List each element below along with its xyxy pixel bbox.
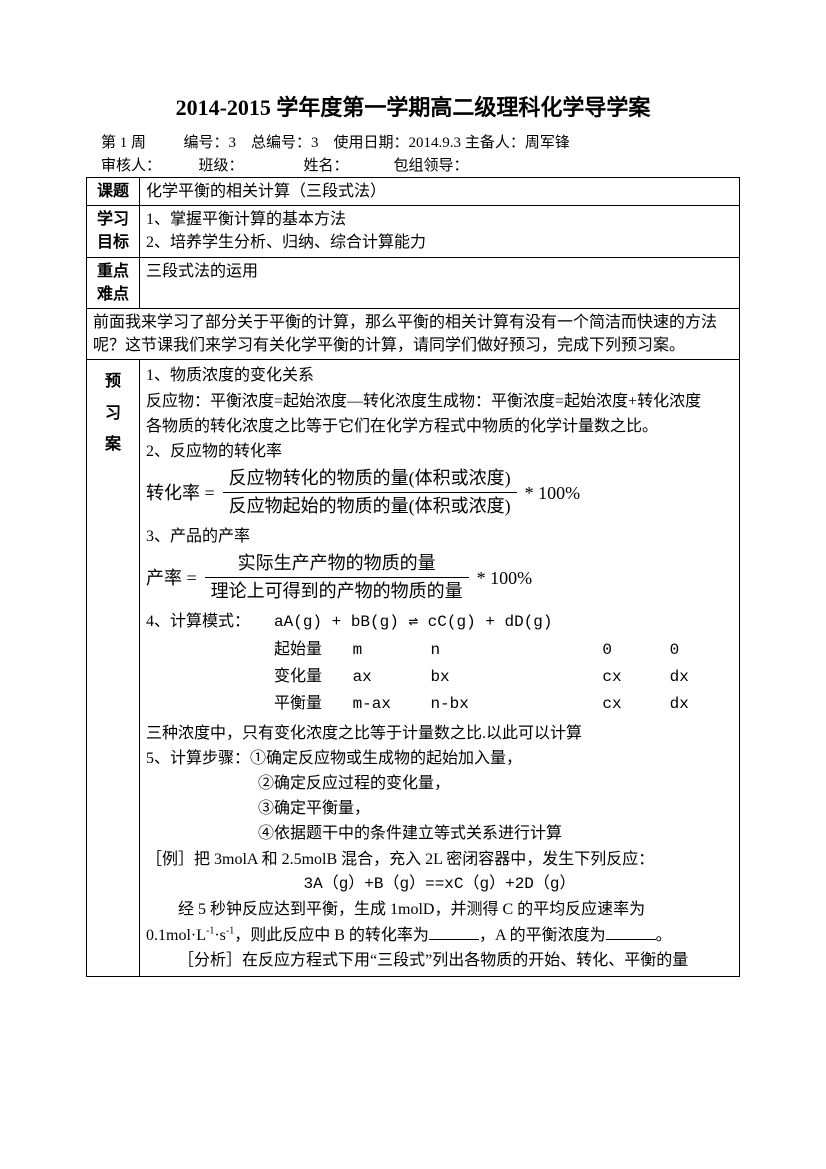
yield-fraction: 实际生产产物的物质的量 理论上可得到的产物的物质的量 — [205, 552, 469, 604]
value-point: 三段式法的运用 — [140, 257, 740, 308]
p5-b: ②确定反应过程的变化量， — [146, 772, 733, 795]
label-goal: 学习目标 — [87, 206, 140, 257]
row-point: 重点难点 三段式法的运用 — [87, 257, 740, 308]
p5-head: 5、计算步骤：①确定反应物或生成物的起始加入量， — [146, 747, 733, 770]
rxn-model: aA(g) + bB(g) ⇌ cC(g) + dD(g) — [274, 613, 552, 631]
label-preview: 预 习 案 — [87, 360, 140, 977]
p5-c: ③确定平衡量， — [146, 797, 733, 820]
three-line-model: 起始量 m n 0 0 变化量 ax bx cx dx — [146, 636, 733, 720]
value-goal: 1、掌握平衡计算的基本方法 2、培养学生分析、归纳、综合计算能力 — [140, 206, 740, 257]
row-eq: 平衡量 m-ax n-bx cx dx — [148, 692, 731, 717]
main-table: 课题 化学平衡的相关计算（三段式法） 学习目标 1、掌握平衡计算的基本方法 2、… — [86, 177, 740, 977]
yield-label: 产率 = — [146, 565, 197, 591]
doc-title: 2014-2015 学年度第一学期高二级理科化学导学案 — [86, 90, 740, 122]
example-rxn: 3A（g）+B（g）==xC（g）+2D（g） — [146, 873, 733, 896]
example-body2: 0.1mol·L-1·s-1，则此反应中 B 的转化率为，A 的平衡浓度为。 — [146, 923, 733, 947]
blank-a-conc — [606, 923, 656, 940]
p1-head: 1、物质浓度的变化关系 — [146, 364, 733, 387]
yield-tail: * 100% — [477, 565, 533, 591]
p3-head: 3、产品的产率 — [146, 525, 733, 548]
p2-head: 2、反应物的转化率 — [146, 440, 733, 463]
row-preview: 预 习 案 1、物质浓度的变化关系 反应物：平衡浓度=起始浓度—转化浓度生成物：… — [87, 360, 740, 977]
conversion-formula: 转化率 = 反应物转化的物质的量(体积或浓度) 反应物起始的物质的量(体积或浓度… — [146, 467, 733, 519]
yield-num: 实际生产产物的物质的量 — [205, 552, 469, 578]
value-topic: 化学平衡的相关计算（三段式法） — [140, 178, 740, 206]
row-goal: 学习目标 1、掌握平衡计算的基本方法 2、培养学生分析、归纳、综合计算能力 — [87, 206, 740, 257]
p5-d: ④依据题干中的条件建立等式关系进行计算 — [146, 822, 733, 845]
example-lead: ［例］把 3molA 和 2.5molB 混合，充入 2L 密闭容器中，发生下列… — [146, 848, 733, 871]
conv-tail: * 100% — [525, 480, 581, 506]
meta-line-1: 第 1 周 编号：3 总编号：3 使用日期：2014.9.3 主备人：周军锋 — [86, 132, 740, 155]
meta-line-2: 审核人： 班级： 姓名： 包组领导： — [86, 155, 740, 178]
conv-num: 反应物转化的物质的量(体积或浓度) — [223, 467, 517, 493]
example-body1: 经 5 秒钟反应达到平衡，生成 1molD，并测得 C 的平均反应速率为 — [146, 898, 733, 921]
p1-b: 各物质的转化浓度之比等于它们在化学方程式中物质的化学计量数之比。 — [146, 415, 733, 438]
row-topic: 课题 化学平衡的相关计算（三段式法） — [87, 178, 740, 206]
blank-b-conversion — [429, 923, 479, 940]
p1-a: 反应物：平衡浓度=起始浓度—转化浓度生成物：平衡浓度=起始浓度+转化浓度 — [146, 390, 733, 413]
conv-label: 转化率 = — [146, 480, 215, 506]
goal-2: 2、培养学生分析、归纳、综合计算能力 — [146, 231, 733, 254]
row-intro: 前面我来学习了部分关于平衡的计算，那么平衡的相关计算有没有一个简洁而快速的方法呢… — [87, 308, 740, 359]
yield-den: 理论上可得到的产物的物质的量 — [205, 578, 469, 603]
yield-formula: 产率 = 实际生产产物的物质的量 理论上可得到的产物的物质的量 * 100% — [146, 552, 733, 604]
label-topic: 课题 — [87, 178, 140, 206]
p4-head: 4、计算模式： aA(g) + bB(g) ⇌ cC(g) + dD(g) — [146, 610, 733, 634]
p4-note: 三种浓度中，只有变化浓度之比等于计量数之比.以此可以计算 — [146, 722, 733, 745]
conv-fraction: 反应物转化的物质的量(体积或浓度) 反应物起始的物质的量(体积或浓度) — [223, 467, 517, 519]
conv-den: 反应物起始的物质的量(体积或浓度) — [223, 493, 517, 518]
intro-text: 前面我来学习了部分关于平衡的计算，那么平衡的相关计算有没有一个简洁而快速的方法呢… — [87, 308, 740, 359]
goal-1: 1、掌握平衡计算的基本方法 — [146, 208, 733, 231]
row-start: 起始量 m n 0 0 — [148, 638, 731, 663]
label-point: 重点难点 — [87, 257, 140, 308]
preview-body: 1、物质浓度的变化关系 反应物：平衡浓度=起始浓度—转化浓度生成物：平衡浓度=起… — [140, 360, 740, 977]
analysis: ［分析］在反应方程式下用“三段式”列出各物质的开始、转化、平衡的量 — [146, 949, 733, 972]
page: 2014-2015 学年度第一学期高二级理科化学导学案 第 1 周 编号：3 总… — [0, 0, 826, 1169]
row-change: 变化量 ax bx cx dx — [148, 665, 731, 690]
